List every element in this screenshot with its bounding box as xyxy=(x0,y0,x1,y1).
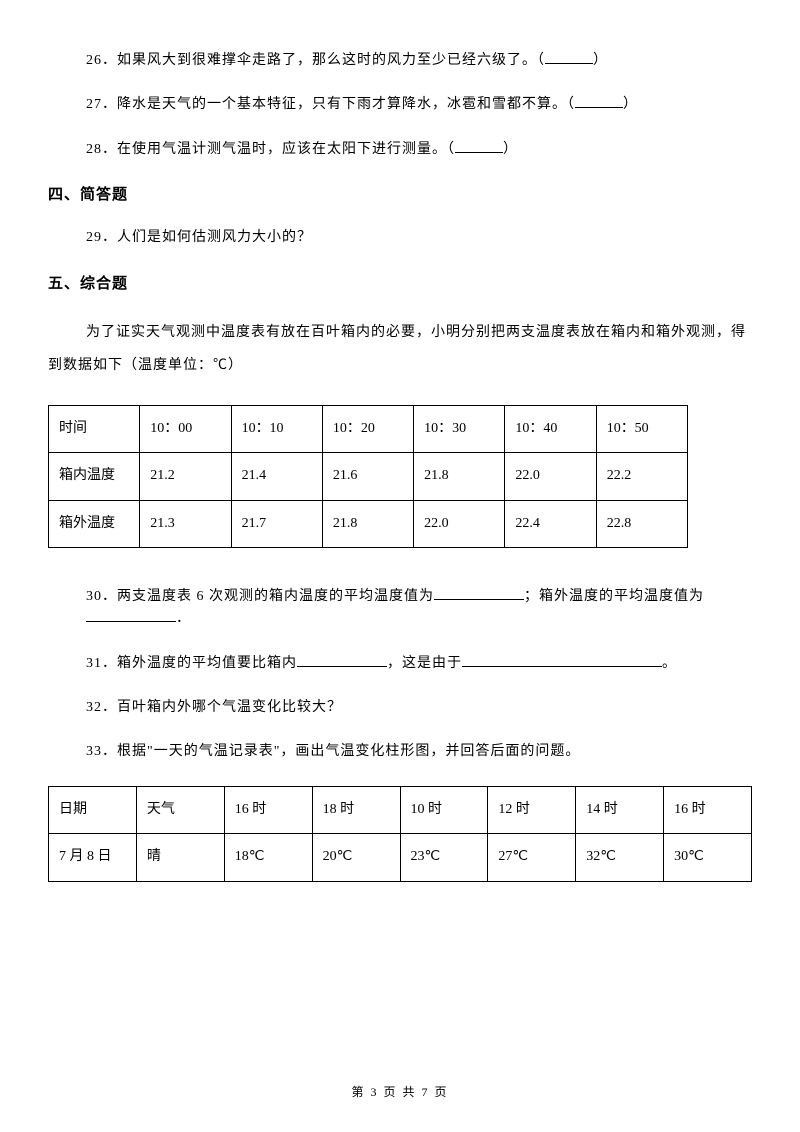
q28-end: ） xyxy=(503,142,518,157)
table-cell: 箱内温度 xyxy=(49,453,140,500)
blank-30-2[interactable] xyxy=(86,608,176,622)
table-cell: 23℃ xyxy=(400,834,488,881)
blank-27[interactable] xyxy=(575,94,623,108)
question-30: 30．两支温度表 6 次观测的箱内温度的平均温度值为 ；箱外温度的平均温度值为 ． xyxy=(48,586,752,631)
table-cell: 箱外温度 xyxy=(49,500,140,547)
table-cell: 日期 xyxy=(49,786,137,833)
question-29: 29．人们是如何估测风力大小的？ xyxy=(48,227,752,249)
blank-31-2[interactable] xyxy=(462,653,662,667)
q30-a: 30．两支温度表 6 次观测的箱内温度的平均温度值为 xyxy=(86,589,434,604)
table-cell: 32℃ xyxy=(576,834,664,881)
table-cell: 22.2 xyxy=(596,453,687,500)
table-cell: 21.8 xyxy=(414,453,505,500)
table-cell: 22.8 xyxy=(596,500,687,547)
table-cell: 21.2 xyxy=(140,453,231,500)
table-cell: 天气 xyxy=(136,786,224,833)
table-cell: 12 时 xyxy=(488,786,576,833)
table-cell: 时间 xyxy=(49,405,140,452)
table-row: 时间 10：00 10：10 10：20 10：30 10：40 10：50 xyxy=(49,405,688,452)
table-cell: 22.4 xyxy=(505,500,596,547)
blank-30-1[interactable] xyxy=(434,586,524,600)
table-cell: 10：50 xyxy=(596,405,687,452)
q31-a: 31．箱外温度的平均值要比箱内 xyxy=(86,656,297,671)
question-33: 33．根据"一天的气温记录表"，画出气温变化柱形图，并回答后面的问题。 xyxy=(48,741,752,763)
question-27: 27．降水是天气的一个基本特征，只有下雨才算降水，冰雹和雪都不算。（ ） xyxy=(48,94,752,116)
temperature-record-table: 日期 天气 16 时 18 时 10 时 12 时 14 时 16 时 7 月 … xyxy=(48,786,752,882)
table-cell: 21.3 xyxy=(140,500,231,547)
blank-26[interactable] xyxy=(545,50,593,64)
q30-b: ；箱外温度的平均温度值为 xyxy=(524,589,704,604)
section-5-title: 五、综合题 xyxy=(48,272,752,296)
table-row: 箱外温度 21.3 21.7 21.8 22.0 22.4 22.8 xyxy=(49,500,688,547)
table-cell: 16 时 xyxy=(224,786,312,833)
question-28: 28．在使用气温计测气温时，应该在太阳下进行测量。（ ） xyxy=(48,139,752,161)
table-cell: 7 月 8 日 xyxy=(49,834,137,881)
blank-31-1[interactable] xyxy=(297,653,387,667)
table-cell: 30℃ xyxy=(664,834,752,881)
question-26: 26．如果风大到很难撑伞走路了，那么这时的风力至少已经六级了。（ ） xyxy=(48,50,752,72)
table-cell: 21.8 xyxy=(322,500,413,547)
table-cell: 14 时 xyxy=(576,786,664,833)
q31-b: ，这是由于 xyxy=(387,656,462,671)
table-cell: 10：10 xyxy=(231,405,322,452)
table-cell: 18℃ xyxy=(224,834,312,881)
table-cell: 10：00 xyxy=(140,405,231,452)
q31-c: 。 xyxy=(662,656,677,671)
q30-c: ． xyxy=(176,611,191,626)
q26-text: 26．如果风大到很难撑伞走路了，那么这时的风力至少已经六级了。（ xyxy=(86,53,545,68)
table-cell: 22.0 xyxy=(505,453,596,500)
temperature-table: 时间 10：00 10：10 10：20 10：30 10：40 10：50 箱… xyxy=(48,405,688,548)
table-cell: 16 时 xyxy=(664,786,752,833)
table-row: 7 月 8 日 晴 18℃ 20℃ 23℃ 27℃ 32℃ 30℃ xyxy=(49,834,752,881)
table-cell: 20℃ xyxy=(312,834,400,881)
table-cell: 18 时 xyxy=(312,786,400,833)
q28-text: 28．在使用气温计测气温时，应该在太阳下进行测量。（ xyxy=(86,142,455,157)
table-cell: 21.7 xyxy=(231,500,322,547)
table-cell: 27℃ xyxy=(488,834,576,881)
table-cell: 10：40 xyxy=(505,405,596,452)
q26-end: ） xyxy=(593,53,608,68)
section-4-title: 四、简答题 xyxy=(48,183,752,207)
table-row: 日期 天气 16 时 18 时 10 时 12 时 14 时 16 时 xyxy=(49,786,752,833)
blank-28[interactable] xyxy=(455,139,503,153)
page-footer: 第 3 页 共 7 页 xyxy=(0,1083,800,1102)
table-cell: 22.0 xyxy=(414,500,505,547)
table-cell: 10 时 xyxy=(400,786,488,833)
section-5-intro: 为了证实天气观测中温度表有放在百叶箱内的必要，小明分别把两支温度表放在箱内和箱外… xyxy=(48,316,752,383)
q27-text: 27．降水是天气的一个基本特征，只有下雨才算降水，冰雹和雪都不算。（ xyxy=(86,97,575,112)
question-32: 32．百叶箱内外哪个气温变化比较大？ xyxy=(48,697,752,719)
table-cell: 21.6 xyxy=(322,453,413,500)
q27-end: ） xyxy=(623,97,638,112)
question-31: 31．箱外温度的平均值要比箱内 ，这是由于 。 xyxy=(48,653,752,675)
table-cell: 21.4 xyxy=(231,453,322,500)
table-cell: 10：30 xyxy=(414,405,505,452)
table-cell: 10：20 xyxy=(322,405,413,452)
table-row: 箱内温度 21.2 21.4 21.6 21.8 22.0 22.2 xyxy=(49,453,688,500)
table-cell: 晴 xyxy=(136,834,224,881)
